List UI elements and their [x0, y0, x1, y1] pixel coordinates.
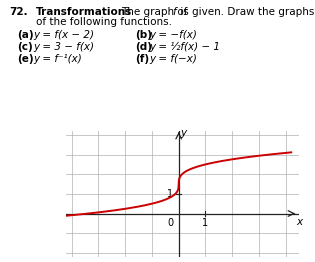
Text: x: x	[296, 217, 302, 227]
Text: y = f⁻¹(x): y = f⁻¹(x)	[33, 54, 82, 64]
Text: y = f(x − 2): y = f(x − 2)	[33, 30, 94, 40]
Text: is given. Draw the graphs: is given. Draw the graphs	[177, 7, 314, 17]
Text: 72.: 72.	[9, 7, 28, 17]
Text: 1: 1	[167, 189, 173, 199]
Text: y = f(−x): y = f(−x)	[150, 54, 198, 64]
Text: Transformations: Transformations	[36, 7, 133, 17]
Text: (a): (a)	[17, 30, 34, 40]
Text: (d): (d)	[135, 42, 152, 52]
Text: y = −f(x): y = −f(x)	[150, 30, 198, 40]
Text: f: f	[173, 7, 176, 17]
Text: (b): (b)	[135, 30, 152, 40]
Text: y: y	[180, 128, 186, 138]
Text: (e): (e)	[17, 54, 34, 64]
Text: The graph of: The graph of	[121, 7, 191, 17]
Text: (c): (c)	[17, 42, 33, 52]
Text: of the following functions.: of the following functions.	[36, 17, 172, 27]
Text: 1: 1	[203, 218, 209, 228]
Text: 0: 0	[167, 218, 173, 228]
Text: (f): (f)	[135, 54, 150, 64]
Text: y = ½f(x) − 1: y = ½f(x) − 1	[150, 42, 220, 52]
Text: y = 3 − f(x): y = 3 − f(x)	[33, 42, 94, 52]
